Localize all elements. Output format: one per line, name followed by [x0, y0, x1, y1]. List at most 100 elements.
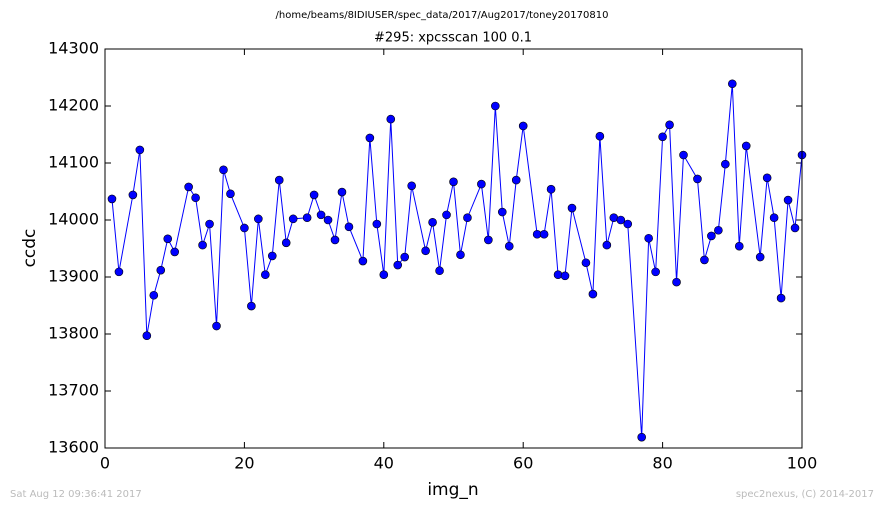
data-point — [337, 187, 347, 197]
data-point — [553, 270, 563, 280]
data-point — [463, 213, 472, 223]
data-point — [491, 101, 500, 111]
data-point — [149, 290, 159, 300]
data-point — [309, 190, 319, 200]
data-point — [240, 223, 249, 233]
data-point — [442, 210, 451, 220]
data-point — [435, 266, 444, 276]
data-point — [212, 321, 221, 331]
data-point — [714, 225, 723, 235]
y-tick-label: 13900 — [48, 267, 99, 286]
y-tick-label: 14300 — [48, 39, 99, 58]
data-point — [672, 277, 681, 287]
data-point — [170, 247, 179, 257]
y-tick-label: 14000 — [48, 210, 99, 229]
data-point — [288, 214, 298, 224]
data-point — [358, 256, 368, 266]
x-tick-label: 0 — [100, 454, 110, 473]
data-point — [365, 133, 375, 143]
data-point — [560, 271, 570, 281]
data-point — [330, 235, 340, 245]
data-point — [281, 238, 291, 248]
data-point — [741, 141, 751, 151]
plot-frame — [104, 48, 803, 449]
data-point — [274, 175, 284, 185]
data-point — [484, 235, 493, 245]
data-point — [142, 331, 152, 341]
header: /home/beams/8IDIUSER/spec_data/2017/Aug2… — [276, 10, 609, 21]
data-point — [198, 240, 207, 250]
data-point — [546, 184, 556, 194]
data-point — [421, 246, 430, 256]
data-point — [316, 210, 326, 220]
data-point — [700, 255, 709, 265]
data-point — [191, 193, 200, 203]
data-point — [163, 234, 173, 244]
data-point — [456, 250, 465, 260]
data-point — [107, 194, 117, 204]
data-point — [707, 231, 716, 241]
data-point — [135, 145, 145, 155]
data-point — [727, 79, 737, 89]
data-point — [267, 251, 277, 261]
data-point — [428, 217, 437, 227]
data-point — [588, 289, 598, 299]
data-point — [449, 177, 458, 187]
data-point — [128, 190, 138, 200]
x-tick-label: 20 — [234, 454, 254, 473]
data-point — [679, 150, 688, 160]
y-tick-label: 14200 — [48, 96, 99, 115]
data-point — [790, 223, 800, 233]
data-point — [658, 132, 667, 142]
data-point — [539, 229, 549, 239]
data-point — [226, 189, 235, 199]
y-tick-label: 13700 — [48, 381, 99, 400]
data-point — [323, 215, 333, 225]
data-point — [261, 270, 270, 280]
y-tick-label: 13800 — [48, 324, 99, 343]
timestamp: Sat Aug 12 09:36:41 2017 — [10, 489, 142, 500]
x-tick-label: 80 — [652, 454, 672, 473]
data-point — [616, 215, 626, 225]
data-point — [602, 240, 612, 250]
data-point — [721, 159, 730, 169]
data-point — [518, 121, 528, 131]
data-point — [734, 241, 744, 251]
data-point — [393, 260, 403, 270]
data-point — [247, 301, 256, 311]
data-point — [302, 213, 312, 223]
data-point — [184, 182, 193, 192]
data-point — [623, 219, 633, 229]
data-point — [407, 181, 416, 191]
x-axis-label: img_n — [427, 480, 478, 500]
data-point — [581, 258, 591, 268]
data-point — [567, 203, 577, 213]
data-point — [344, 222, 354, 232]
x-tick-label: 100 — [787, 454, 818, 473]
data-point — [386, 114, 396, 124]
data-point — [762, 173, 772, 183]
data-point — [254, 214, 263, 224]
data-line — [111, 83, 803, 438]
data-point — [637, 432, 646, 442]
y-axis-label: ccdc — [20, 229, 40, 268]
y-tick-label: 14100 — [48, 153, 99, 172]
y-tick-label: 13600 — [48, 438, 99, 457]
credit: spec2nexus, (C) 2014-2017 — [736, 489, 874, 500]
data-point — [477, 179, 486, 189]
data-point — [693, 174, 702, 184]
data-point — [504, 241, 514, 251]
data-point — [665, 120, 674, 130]
x-tick-label: 60 — [513, 454, 533, 473]
data-point — [511, 175, 521, 185]
data-point — [651, 267, 660, 277]
data-point — [400, 252, 410, 262]
data-point — [776, 293, 786, 303]
data-point — [156, 265, 166, 275]
data-point — [497, 207, 507, 217]
data-point — [783, 195, 793, 205]
data-point — [219, 165, 228, 175]
data-point — [379, 270, 389, 280]
data-point — [205, 219, 214, 229]
